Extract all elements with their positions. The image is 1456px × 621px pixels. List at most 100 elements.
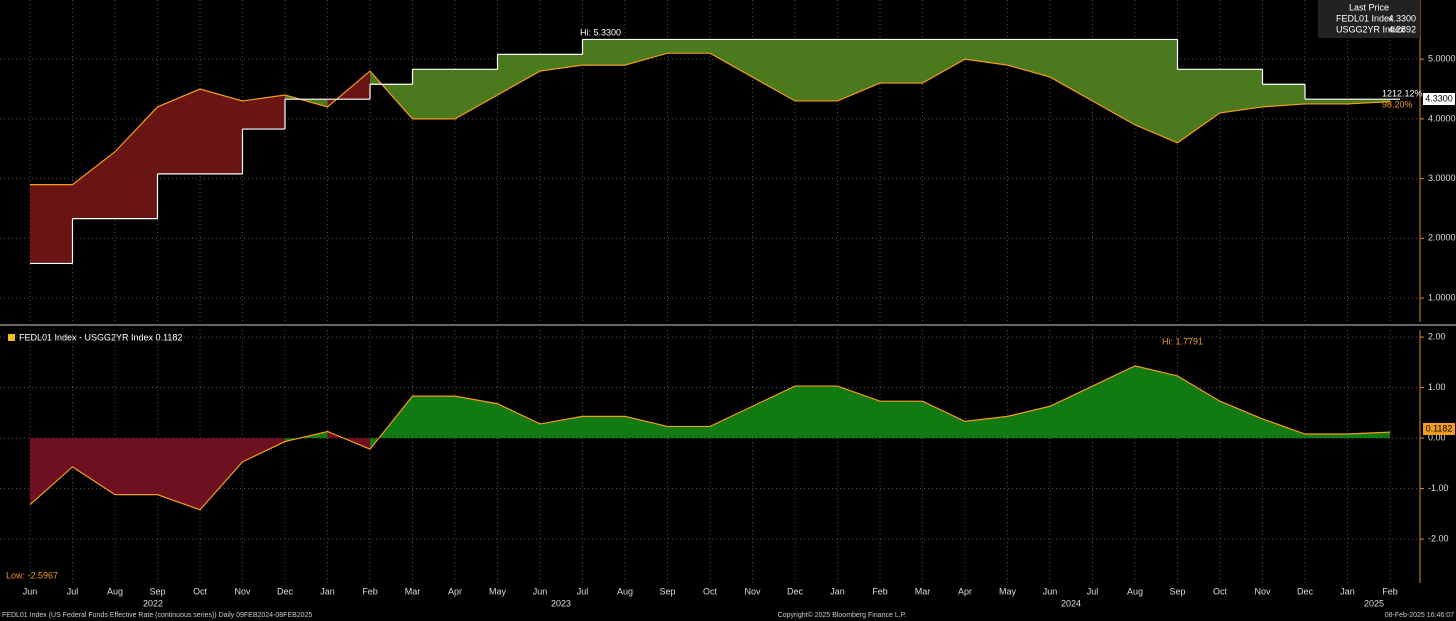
year-label: 2022 [143,598,163,608]
line [29,365,1391,511]
x-tick-label: Jan [1340,586,1355,596]
annotation: Hi: 5.3300 [580,27,621,37]
x-tick-label: Nov [744,586,761,596]
last-tag: 0.1182 [1426,423,1453,433]
footer-center: Copyright© 2025 Bloomberg Finance L.P. [778,611,907,619]
legend-box [1318,0,1420,38]
spread-fill [497,54,540,95]
x-tick-label: Jul [1087,586,1099,596]
area-fill [667,426,710,439]
spread-fill [1262,84,1305,107]
legend-value: 4.2892 [1388,24,1416,34]
spread-fill [710,39,753,78]
spread-fill [1050,39,1093,101]
spread-fill [752,39,795,101]
last-tag-box [1423,423,1455,435]
area-fill [1177,375,1220,439]
x-tick-label: Dec [277,586,294,596]
spread-fill [795,39,838,101]
y-tick-label: 2.0000 [1428,233,1456,243]
annotation: Low: -2.5967 [6,570,58,580]
spread-fill [157,89,200,174]
legend-label: USGG2YR Index [1336,24,1405,34]
annotation: 98.20% [1382,99,1413,109]
area-fill [880,401,923,439]
area-fill [1262,418,1305,439]
y-tick-label: -2.00 [1428,533,1449,543]
footer-left: FEDL01 Index (US Federal Funds Effective… [2,612,312,619]
spread-fill [837,39,880,101]
spread-fill [1220,69,1263,113]
x-tick-label: Feb [1382,586,1398,596]
spread-fill [30,184,73,264]
area-fill [1135,365,1178,439]
spread-fill [72,151,115,219]
x-tick-label: Jun [533,586,548,596]
spread-fill [625,39,668,66]
y-tick-label: 1.0000 [1428,292,1456,302]
x-tick-label: Dec [787,586,804,596]
area-fill [1050,386,1093,439]
area-fill [1305,434,1348,439]
x-tick-label: Oct [193,586,208,596]
area-fill [582,416,625,439]
area-fill [200,438,243,510]
y-tick-label: -1.00 [1428,483,1449,493]
legend-title: Last Price [1349,2,1389,12]
y-tick-label: 0.00 [1428,432,1446,442]
x-tick-label: Jan [830,586,845,596]
spread-fill [965,39,1008,66]
x-tick-label: May [489,586,507,596]
line [30,52,1391,186]
x-tick-label: Jul [67,586,79,596]
area-fill [710,406,753,439]
area-fill [455,396,498,439]
area-fill [752,386,795,439]
area-fill [922,401,965,439]
area-fill [115,438,158,495]
spread-fill [540,54,583,72]
spread-fill [880,39,923,84]
x-tick-label: Oct [703,586,718,596]
area-fill [795,386,838,439]
spread-fill [582,39,625,66]
legend-label: FEDL01 Index [1336,13,1394,23]
spread-fill [667,39,710,54]
x-tick-label: Sep [1169,586,1185,596]
x-tick-label: Nov [234,586,251,596]
y-tick-label: 4.0000 [1428,113,1456,123]
spread-fill [200,89,243,174]
footer-right: 08-Feb-2025 16:46:07 [1385,612,1454,619]
x-tick-label: May [999,586,1017,596]
y-tick-label: 1.00 [1428,382,1446,392]
legend-value: 4.3300 [1388,13,1416,23]
x-tick-label: Aug [107,586,123,596]
spread-fill [115,106,158,219]
year-label: 2023 [551,598,571,608]
annotation: 1212.12% [1382,88,1423,98]
legend-label: FEDL01 Index - USGG2YR Index 0.1182 [19,332,182,342]
last-tag: 4.3300 [1425,93,1453,103]
x-tick-label: Sep [149,586,165,596]
x-tick-label: Jun [1043,586,1058,596]
area-fill [497,403,540,439]
last-tag-box [1423,93,1455,105]
x-tick-label: Mar [915,586,931,596]
area-fill [965,416,1008,439]
x-tick-label: Jul [577,586,589,596]
area-fill [412,396,455,439]
legend-swatch [8,334,15,341]
x-tick-label: Apr [958,586,972,596]
area-fill [1092,365,1135,439]
x-tick-label: Nov [1254,586,1271,596]
y-tick-label: 2.00 [1428,331,1446,341]
spread-fill [242,94,285,130]
x-tick-label: Jan [320,586,335,596]
x-tick-label: Sep [659,586,675,596]
area-fill [625,416,668,439]
area-fill [540,416,583,439]
year-label: 2024 [1061,598,1081,608]
spread-fill [1347,99,1390,104]
x-tick-label: Aug [617,586,633,596]
area-fill [242,438,285,462]
